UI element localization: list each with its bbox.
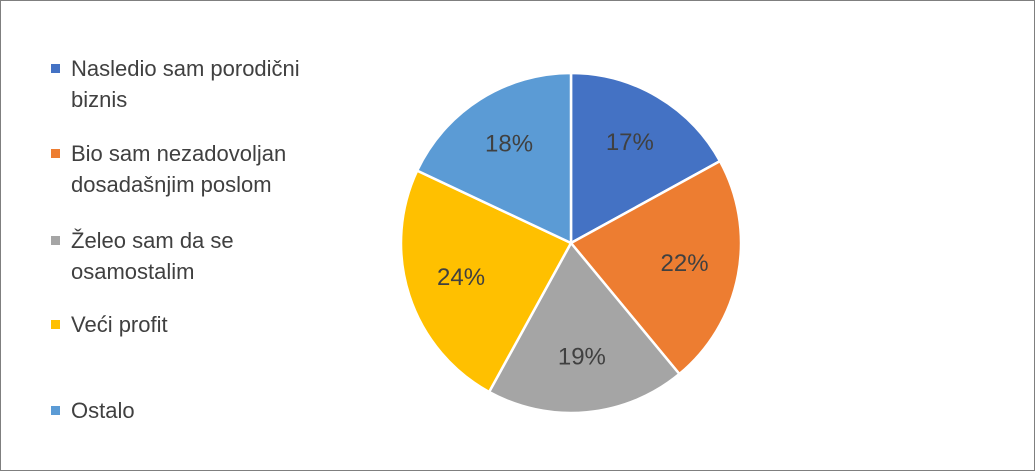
- legend-label: Ostalo: [71, 398, 135, 423]
- legend-swatch: [51, 320, 60, 329]
- legend-label: Nasledio sam porodični biznis: [71, 56, 300, 112]
- data-label: 22%: [661, 250, 709, 277]
- pie-slice: [569, 159, 743, 376]
- data-label: 19%: [558, 343, 606, 370]
- data-label: 17%: [606, 129, 654, 156]
- data-label: 24%: [437, 264, 485, 291]
- pie-slice: [415, 71, 573, 245]
- legend-label: Veći profit: [71, 312, 168, 337]
- data-label: 18%: [485, 131, 533, 158]
- pie-slice: [399, 168, 573, 394]
- legend-swatch: [51, 236, 60, 245]
- legend-label: Želeo sam da se osamostalim: [71, 228, 234, 284]
- legend-swatch: [51, 149, 60, 158]
- legend-swatch: [51, 64, 60, 73]
- legend-swatch: [51, 406, 60, 415]
- pie-slice: [487, 240, 682, 415]
- pie-slice: [569, 71, 722, 246]
- legend-label: Bio sam nezadovoljan dosadašnjim poslom: [71, 141, 287, 197]
